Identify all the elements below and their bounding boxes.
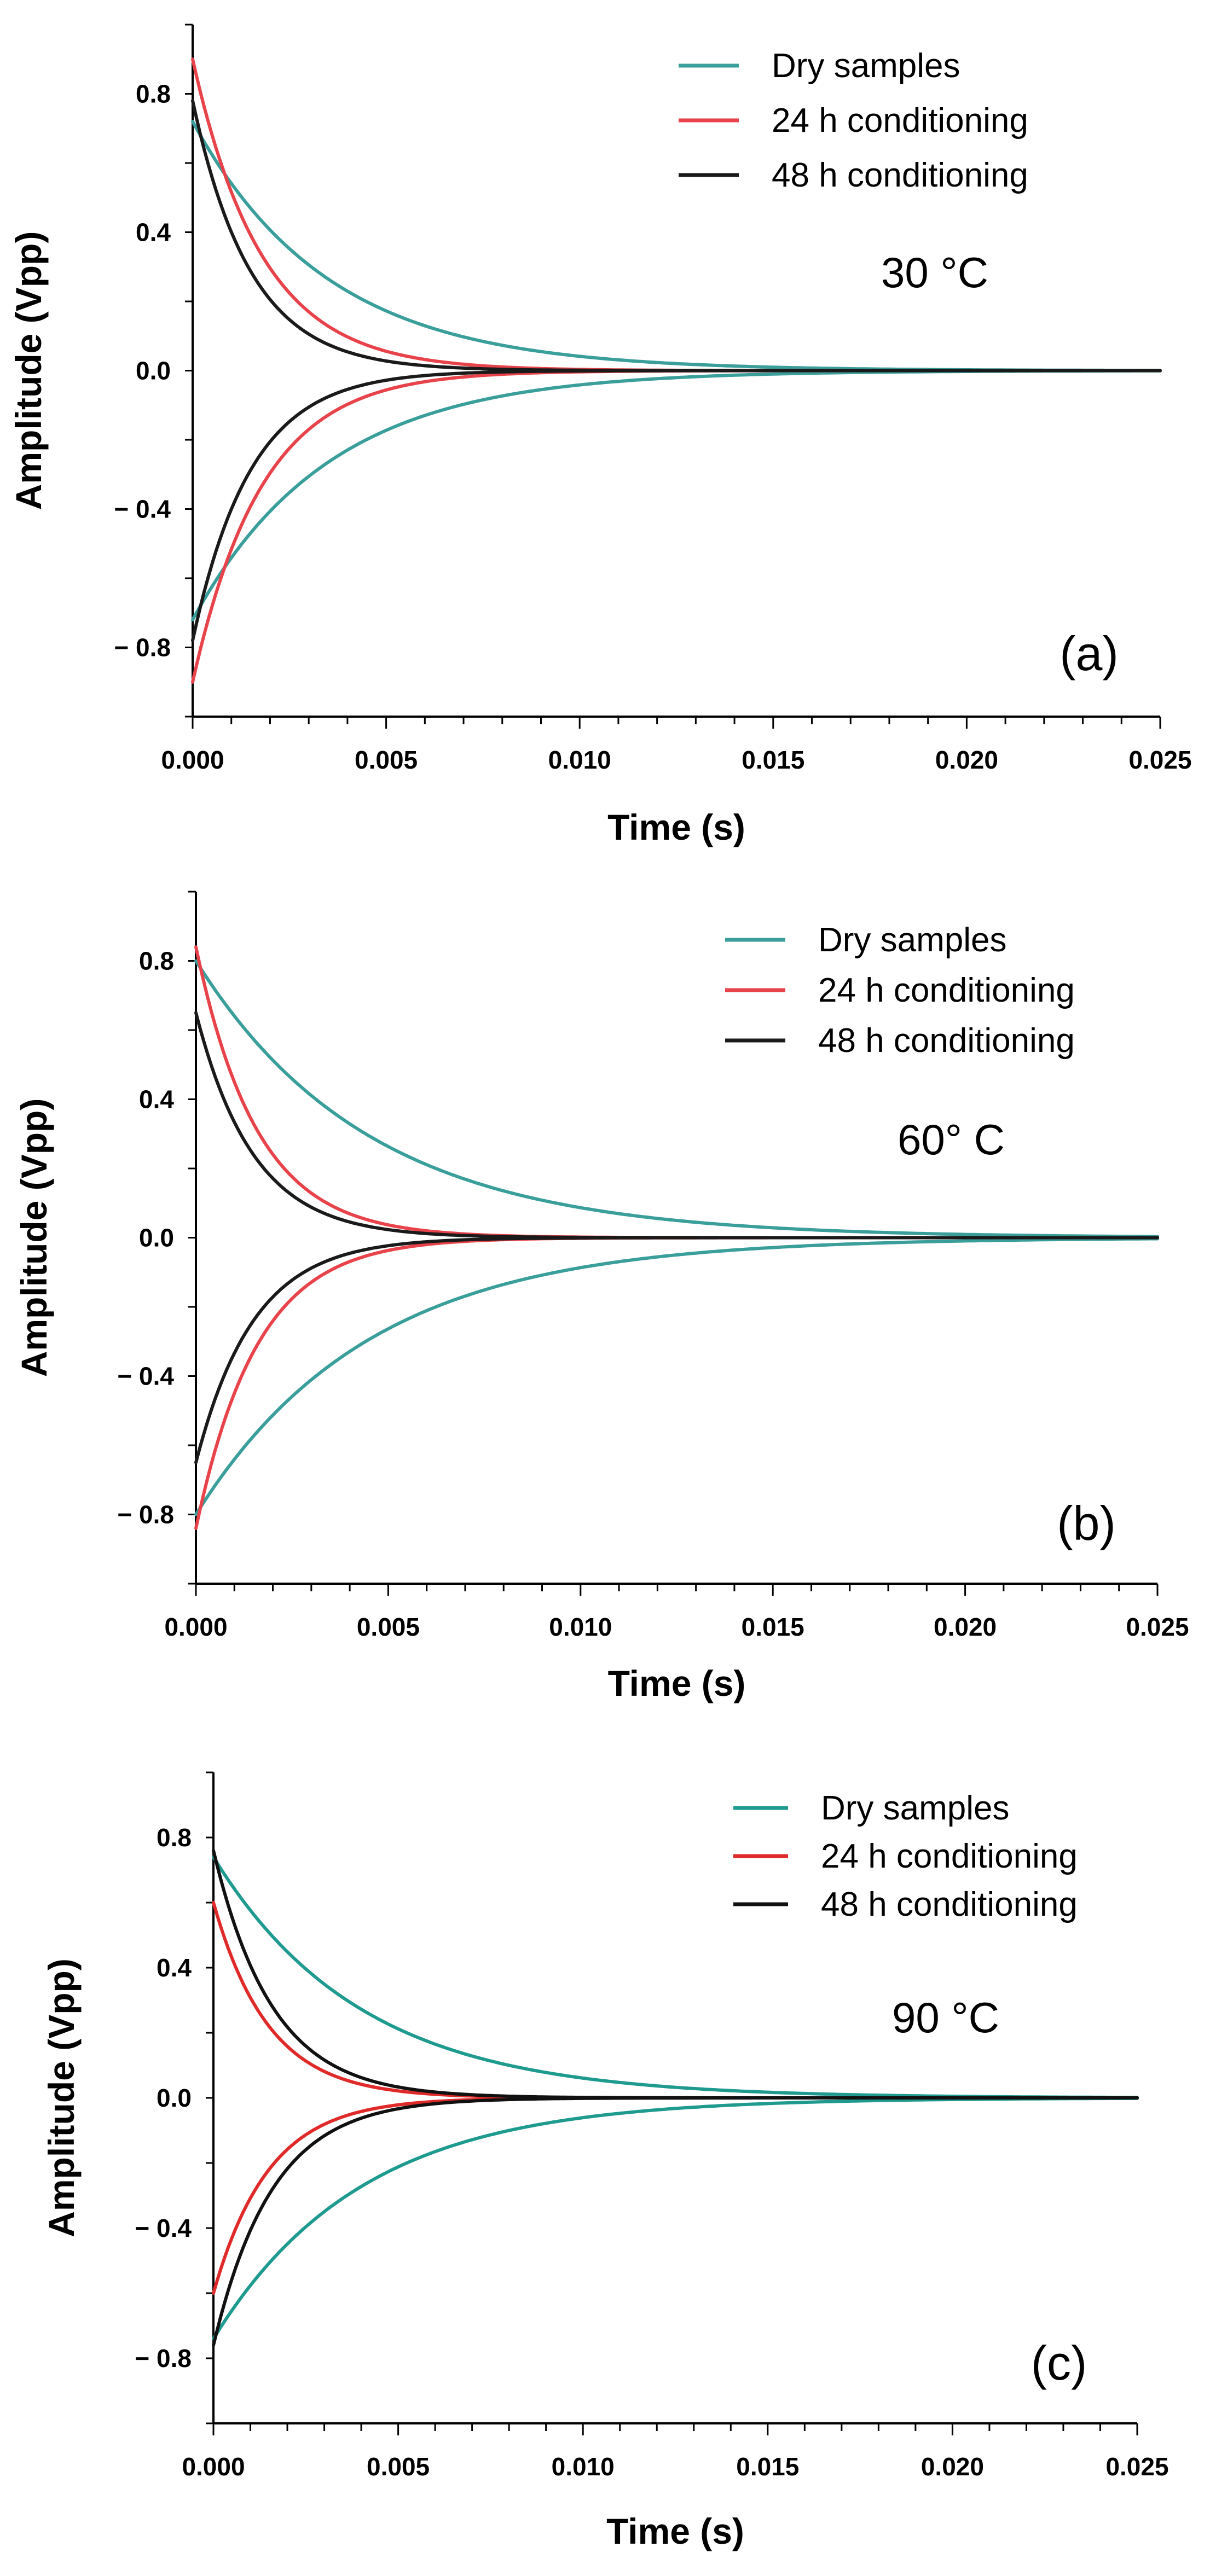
legend-entry-label: Dry samples <box>772 47 960 85</box>
series-line-2-lower <box>191 369 1162 684</box>
chart-panel-2: − 0.8 − 0.4 0.0 0.4 0.8 0.000 0.005 0.010 0.015 0… <box>14 891 1189 1703</box>
series-line-3-lower <box>212 2096 1139 2347</box>
x-axis-title: Time (s) <box>608 1663 746 1703</box>
x-tick-label: 0.010 <box>548 746 611 774</box>
y-tick-label: 0.8 <box>157 1823 192 1852</box>
y-tick-label: 0.4 <box>139 1085 174 1114</box>
x-tick-label: 0.005 <box>367 2452 430 2481</box>
legend-entry-label: 48 h conditioning <box>821 1886 1078 1923</box>
series-line-3-lower <box>194 1236 1159 1464</box>
legend-entry-label: 24 h conditioning <box>772 102 1028 139</box>
legend: Dry samples 24 h conditioning 48 h conditi… <box>733 1789 1078 1923</box>
y-tick-label: 0.8 <box>139 947 174 975</box>
legend-entry-label: Dry samples <box>821 1789 1010 1827</box>
temperature-annotation: 60° C <box>898 1115 1005 1164</box>
x-tick-label: 0.025 <box>1105 2452 1168 2481</box>
y-axis-title: Amplitude (Vpp) <box>41 1958 82 2237</box>
chart-panel-1: − 0.8 − 0.4 0.0 0.4 0.8 0.000 0.005 0.010 0.015 0… <box>8 24 1192 847</box>
y-tick-label: − 0.8 <box>117 1501 174 1529</box>
y-tick-label: 0.8 <box>136 80 171 108</box>
panel-label: (c) <box>1031 2336 1087 2390</box>
legend-entry-label: 24 h conditioning <box>818 972 1075 1009</box>
series-line-2-lower <box>194 1236 1159 1530</box>
x-axis-title: Time (s) <box>607 807 745 847</box>
x-axis-title: Time (s) <box>606 2511 744 2551</box>
temperature-annotation: 30 °C <box>881 248 988 296</box>
y-axis-title: Amplitude (Vpp) <box>8 231 49 510</box>
y-tick-label: 0.0 <box>136 357 171 385</box>
x-tick-label: 0.015 <box>736 2452 799 2481</box>
y-tick-label: 0.4 <box>157 1953 192 1982</box>
panel-label: (a) <box>1060 626 1119 681</box>
x-tick-label: 0.010 <box>552 2452 615 2481</box>
y-axis-title: Amplitude (Vpp) <box>14 1098 54 1377</box>
x-tick-label: 0.020 <box>934 1613 997 1641</box>
x-tick-label: 0.000 <box>161 746 224 774</box>
legend-entry-label: 48 h conditioning <box>772 156 1028 194</box>
y-tick-label: 0.4 <box>136 218 171 247</box>
temperature-annotation: 90 °C <box>892 1993 999 2042</box>
chart-panel-3: − 0.8 − 0.4 0.0 0.4 0.8 0.000 0.005 0.010 0.015 0… <box>41 1771 1169 2551</box>
x-tick-label: 0.025 <box>1128 746 1191 774</box>
y-tick-label: − 0.8 <box>135 2344 192 2373</box>
x-tick-label: 0.020 <box>935 746 998 774</box>
y-tick-label: − 0.4 <box>135 2214 192 2242</box>
panel-label: (b) <box>1057 1496 1116 1550</box>
x-tick-label: 0.005 <box>355 746 418 774</box>
legend-entry-label: Dry samples <box>818 921 1007 959</box>
legend: Dry samples 24 h conditioning 48 h conditi… <box>725 921 1075 1060</box>
series-line-1-upper <box>194 959 1159 1238</box>
x-tick-label: 0.000 <box>182 2452 245 2481</box>
x-tick-label: 0.005 <box>357 1613 420 1641</box>
x-tick-label: 0.020 <box>921 2452 984 2481</box>
series-line-2-lower <box>212 2096 1139 2295</box>
x-tick-label: 0.010 <box>549 1613 612 1641</box>
y-tick-label: − 0.8 <box>114 633 171 662</box>
x-tick-label: 0.015 <box>742 746 804 774</box>
series-line-1-lower <box>212 2096 1139 2341</box>
legend-entry-label: 24 h conditioning <box>821 1837 1078 1875</box>
x-tick-label: 0.015 <box>742 1613 804 1641</box>
x-tick-label: 0.025 <box>1126 1613 1189 1641</box>
y-tick-label: − 0.4 <box>117 1362 174 1391</box>
legend-entry-label: 48 h conditioning <box>818 1022 1075 1060</box>
y-tick-label: − 0.4 <box>114 495 171 524</box>
legend: Dry samples 24 h conditioning 48 h conditi… <box>679 47 1028 194</box>
series-line-3-lower <box>191 369 1162 642</box>
y-tick-label: 0.0 <box>157 2084 192 2112</box>
y-tick-label: 0.0 <box>139 1224 174 1252</box>
x-tick-label: 0.000 <box>164 1613 227 1641</box>
series-line-1-lower <box>194 1237 1159 1516</box>
